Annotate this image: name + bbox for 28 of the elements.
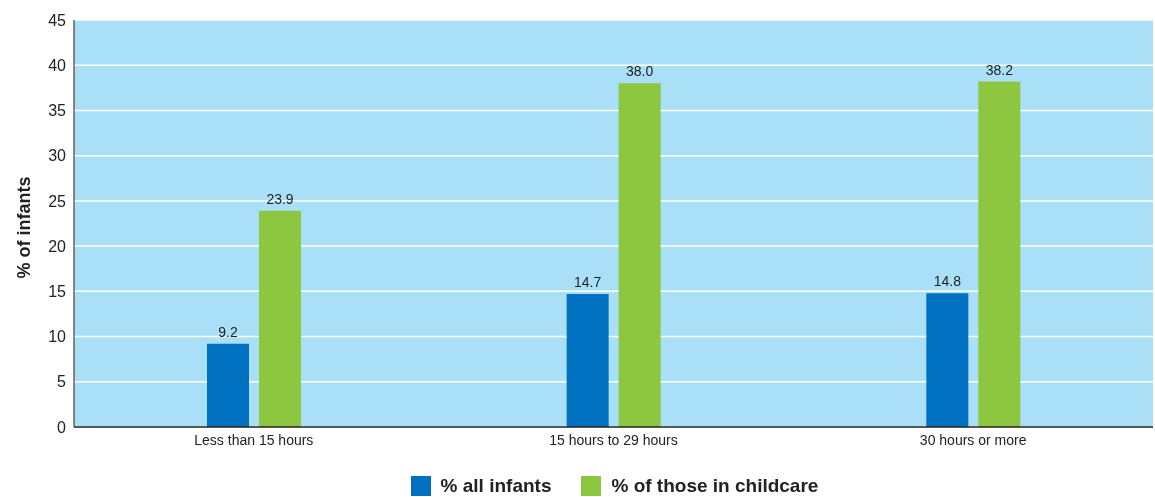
x-tick-label: 30 hours or more [919, 431, 1027, 448]
data-label: 23.9 [266, 190, 294, 207]
y-tick-label: 5 [57, 373, 67, 391]
y-tick-label: 45 [48, 11, 67, 29]
legend-label: % all infants [440, 475, 552, 497]
x-tick-label: 15 hours to 29 hours [549, 431, 678, 448]
y-axis-title: % of infants [14, 176, 35, 279]
bar [978, 81, 1021, 427]
data-label: 38.2 [985, 61, 1014, 78]
bar [618, 83, 661, 427]
y-tick-label: 35 [48, 102, 67, 120]
bar [566, 294, 609, 427]
y-tick-label: 0 [57, 418, 67, 436]
legend-label: % of those in childcare [611, 475, 819, 497]
data-label: 14.7 [574, 274, 602, 291]
y-tick-label: 10 [48, 328, 67, 346]
bar [926, 293, 969, 427]
y-tick-label: 20 [48, 237, 67, 255]
bar [259, 210, 301, 427]
y-tick-label: 15 [48, 283, 67, 301]
y-tick-label: 30 [48, 147, 67, 165]
x-tick-label: Less than 15 hours [194, 431, 314, 448]
data-label: 9.2 [218, 323, 238, 340]
data-label: 14.8 [933, 273, 962, 290]
data-label: 38.0 [626, 63, 654, 80]
y-tick-label: 40 [48, 56, 67, 74]
bar [207, 343, 249, 427]
y-tick-label: 25 [48, 192, 67, 210]
